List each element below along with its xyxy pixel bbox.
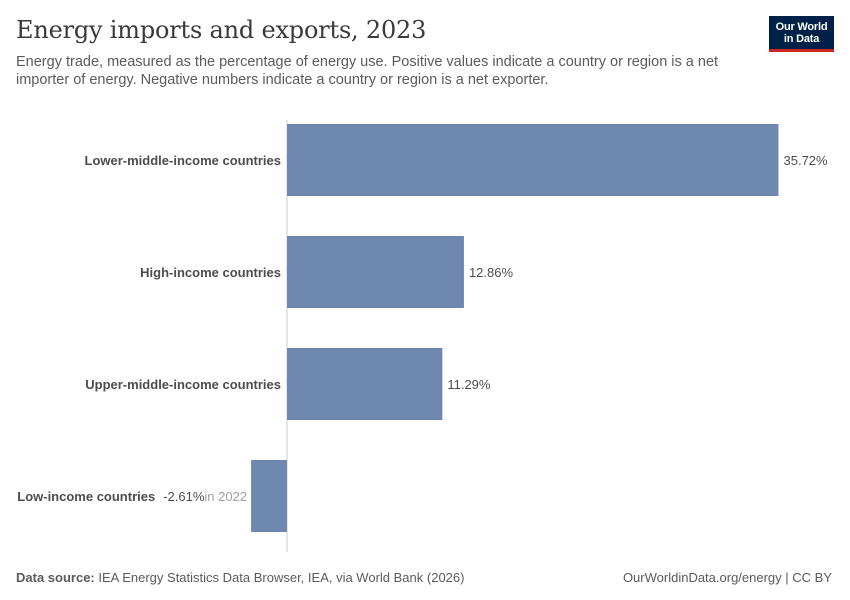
- value-label-2: 11.29%: [447, 377, 491, 392]
- logo-line-1: Our World: [775, 21, 828, 33]
- category-label-0: Lower-middle-income countries: [85, 153, 281, 168]
- bar-2: [287, 348, 443, 420]
- bar-chart: Lower-middle-income countries 35.72% High-…: [17, 120, 829, 552]
- chart-subtitle: Energy trade, measured as the percentage…: [16, 54, 719, 88]
- category-label-3: Low-income countries: [17, 489, 155, 504]
- category-label-1: High-income countries: [140, 265, 281, 280]
- value-label-0: 35.72%: [784, 153, 829, 168]
- bar-1: [287, 236, 464, 308]
- bar-0: [287, 124, 779, 196]
- page-title: Energy imports and exports, 2023: [16, 16, 427, 44]
- logo-line-2: in Data: [783, 33, 820, 45]
- owid-logo[interactable]: Our World in Data: [769, 16, 834, 52]
- value-annotation-3: in 2022: [204, 489, 247, 504]
- value-label-3: -2.61%: [163, 489, 205, 504]
- data-source-label: Data source:: [16, 570, 95, 585]
- footer-link[interactable]: OurWorldinData.org/energy | CC BY: [622, 570, 832, 585]
- bar-3: [251, 460, 287, 532]
- category-label-2: Upper-middle-income countries: [85, 377, 281, 392]
- data-source: Data source: IEA Energy Statistics Data …: [16, 570, 464, 585]
- data-source-text[interactable]: IEA Energy Statistics Data Browser, IEA,…: [98, 570, 465, 585]
- value-label-1: 12.86%: [469, 265, 514, 280]
